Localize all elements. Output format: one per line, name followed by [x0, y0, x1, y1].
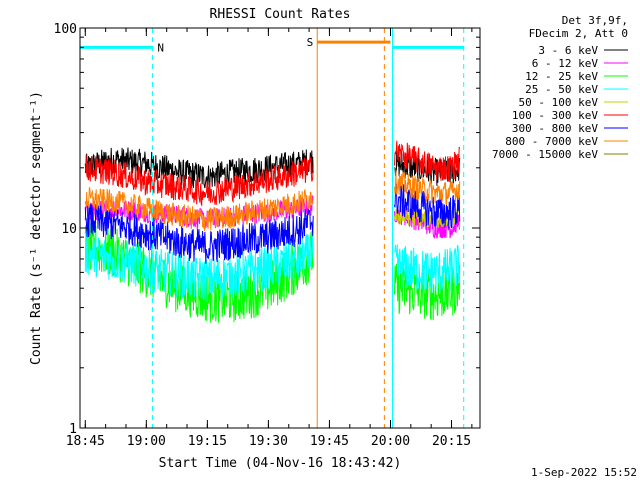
- x-tick-label: 20:00: [371, 434, 410, 449]
- series-300-800-kev-seg0: [84, 203, 314, 265]
- date-stamp: 1-Sep-2022 15:52: [531, 466, 637, 479]
- x-tick-label: 18:45: [66, 434, 105, 449]
- axes-layer: RHESSI Count Rates Start Time (04-Nov-16…: [29, 7, 637, 479]
- legend-entry-label: 100 - 300 keV: [512, 109, 598, 122]
- legend-entry-label: 50 - 100 keV: [519, 96, 599, 109]
- series-100-300-kev-seg0: [85, 154, 314, 207]
- y-tick-label: 100: [54, 22, 77, 37]
- attenuator-label-n: N: [157, 41, 164, 54]
- attenuator-label-s: S: [307, 36, 314, 49]
- x-tick-label: 19:30: [249, 434, 288, 449]
- x-tick-label: 19:00: [127, 434, 166, 449]
- chart-title: RHESSI Count Rates: [210, 7, 351, 22]
- legend-entry-label: 300 - 800 keV: [512, 122, 598, 135]
- data-layer: [84, 140, 461, 323]
- x-axis-label: Start Time (04-Nov-16 18:43:42): [159, 456, 402, 471]
- x-tick-label: 19:15: [188, 434, 227, 449]
- legend-entry-label: 3 - 6 keV: [538, 44, 598, 57]
- legend-entry-label: 12 - 25 keV: [525, 70, 598, 83]
- y-tick-label: 1: [69, 422, 77, 437]
- y-tick-label: 10: [61, 222, 77, 237]
- series-300-800-kev-seg1: [394, 183, 461, 229]
- y-axis-label: Count Rate (s⁻¹ detector segment⁻¹): [29, 91, 44, 365]
- series-25-50-kev-seg1: [394, 244, 461, 294]
- legend-entry-label: 6 - 12 keV: [532, 57, 599, 70]
- legend-header-line: FDecim 2, Att 0: [529, 27, 628, 40]
- legend-header-line: Det 3f,9f,: [562, 14, 628, 27]
- series-25-50-kev-seg0: [84, 230, 314, 302]
- legend-entry-label: 7000 - 15000 keV: [492, 148, 598, 161]
- legend-entry-label: 800 - 7000 keV: [505, 135, 598, 148]
- x-tick-label: 19:45: [310, 434, 349, 449]
- legend-entry-label: 25 - 50 keV: [525, 83, 598, 96]
- series-100-300-kev-seg1: [394, 140, 461, 182]
- x-tick-label: 20:15: [432, 434, 471, 449]
- series-800-7000-kev-seg1: [394, 170, 461, 206]
- series-800-7000-kev-seg0: [84, 186, 314, 231]
